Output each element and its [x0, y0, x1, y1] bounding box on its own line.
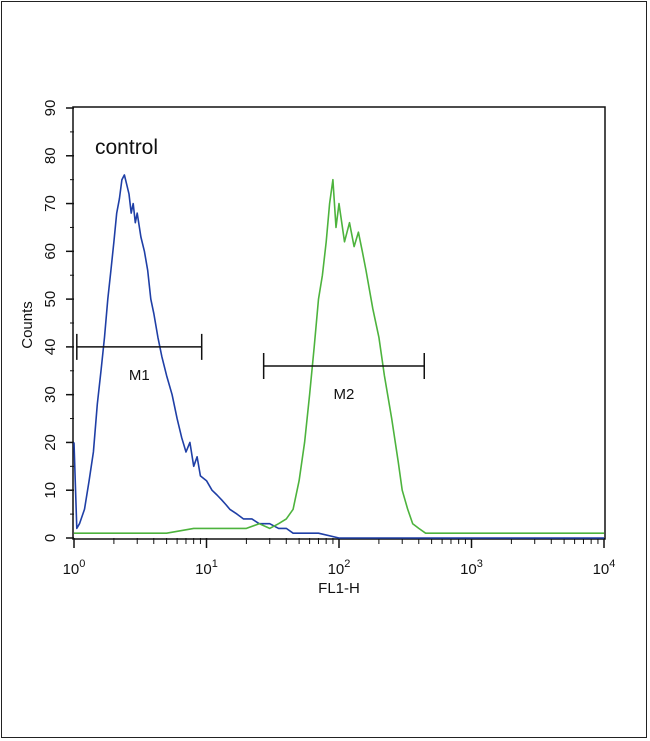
marker-m2-label: M2	[334, 386, 355, 403]
plot-area-border	[72, 106, 606, 540]
control-annotation: control	[95, 136, 158, 159]
marker-layer: M1 M2	[76, 333, 426, 403]
y-tick-label: 80	[42, 147, 59, 164]
y-axis-label: Counts	[19, 301, 36, 349]
x-tick-label: 102	[328, 558, 351, 578]
y-axis: 0 10 20 30 40 50 60 70 80 90	[42, 100, 74, 542]
x-tick-label: 103	[460, 558, 483, 578]
sample-histogram-line	[74, 178, 604, 535]
y-tick-label: 30	[42, 386, 59, 403]
x-axis: 100 101 102 103 104	[63, 538, 616, 578]
y-tick-label: 60	[42, 243, 59, 260]
y-tick-label: 70	[42, 195, 59, 212]
x-axis-label: FL1-H	[318, 580, 360, 597]
x-tick-label: 104	[593, 558, 616, 578]
y-tick-label: 20	[42, 434, 59, 451]
y-tick-label: 40	[42, 339, 59, 356]
x-tick-label: 101	[195, 558, 218, 578]
y-tick-label: 0	[42, 534, 59, 542]
y-tick-label: 90	[42, 100, 59, 117]
marker-m1-label: M1	[129, 367, 150, 384]
y-tick-label: 50	[42, 291, 59, 308]
control-histogram-line	[73, 174, 604, 539]
y-tick-label: 10	[42, 482, 59, 499]
x-tick-label: 100	[63, 558, 86, 578]
series-layer	[73, 174, 604, 539]
